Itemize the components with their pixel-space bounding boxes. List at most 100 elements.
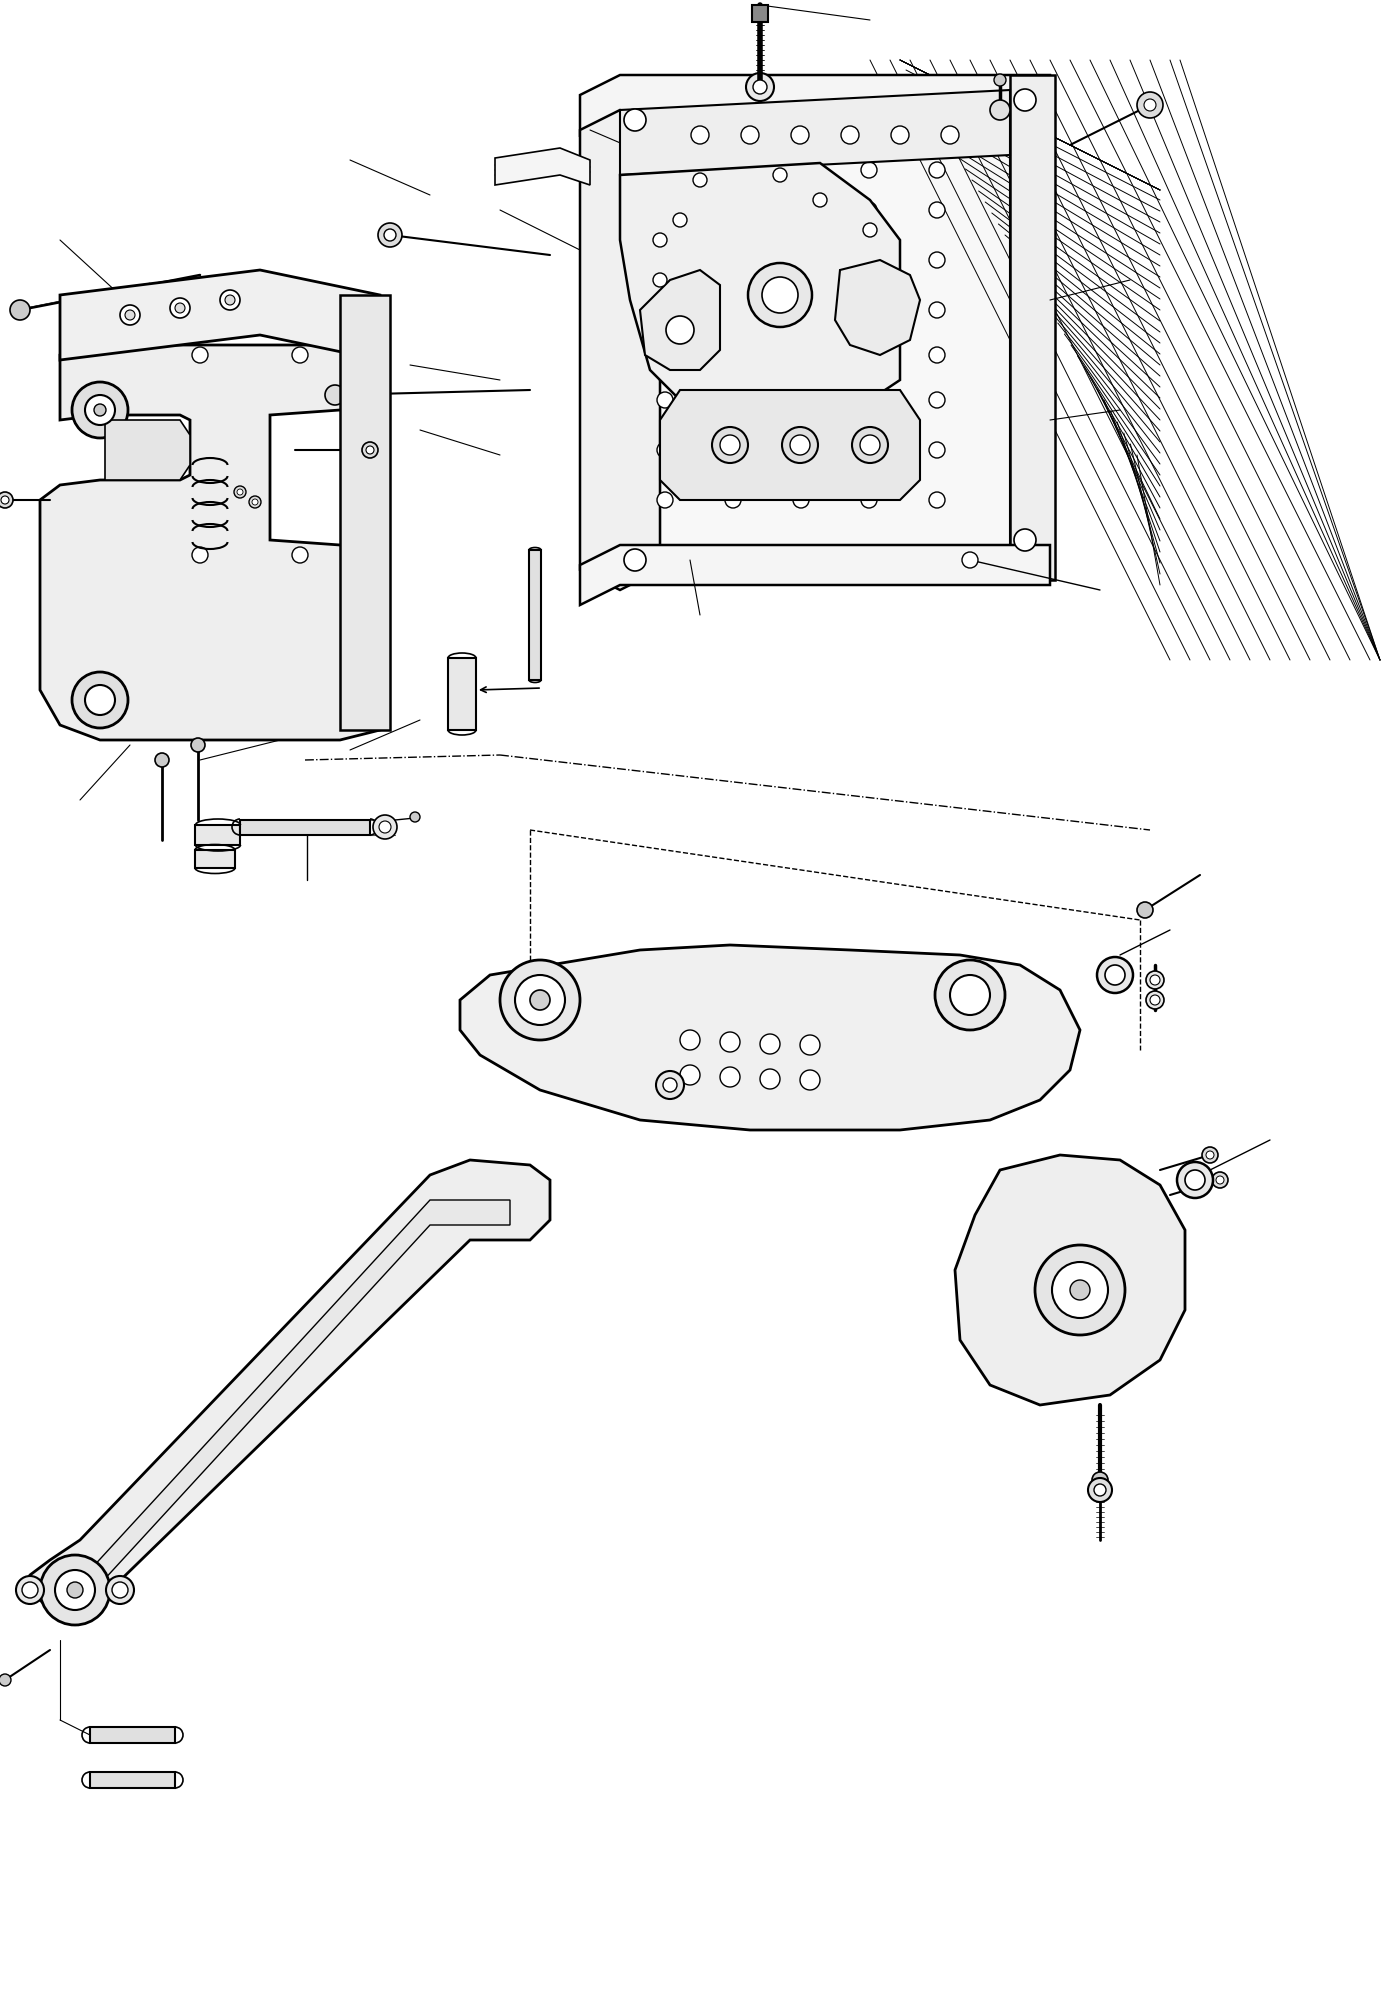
Circle shape <box>169 299 190 319</box>
Circle shape <box>725 347 740 363</box>
Circle shape <box>56 1569 94 1609</box>
Circle shape <box>0 493 13 507</box>
Circle shape <box>929 347 945 363</box>
Polygon shape <box>40 345 381 739</box>
Circle shape <box>657 443 674 459</box>
Circle shape <box>725 162 740 178</box>
Circle shape <box>782 427 818 463</box>
Circle shape <box>192 347 208 363</box>
Circle shape <box>365 447 374 455</box>
Polygon shape <box>460 946 1081 1130</box>
Circle shape <box>861 253 876 269</box>
Circle shape <box>813 192 826 206</box>
Circle shape <box>760 1034 781 1054</box>
Circle shape <box>17 1575 44 1603</box>
Circle shape <box>725 303 740 319</box>
Polygon shape <box>449 657 476 729</box>
Circle shape <box>929 493 945 507</box>
Polygon shape <box>106 421 190 481</box>
Circle shape <box>192 737 206 752</box>
Circle shape <box>725 202 740 218</box>
Circle shape <box>657 347 674 363</box>
Circle shape <box>863 222 876 236</box>
Circle shape <box>1051 1263 1108 1319</box>
Circle shape <box>657 253 674 269</box>
Polygon shape <box>660 391 920 501</box>
Circle shape <box>656 1070 683 1098</box>
Polygon shape <box>619 162 900 431</box>
Circle shape <box>383 228 396 240</box>
Circle shape <box>192 547 208 563</box>
Circle shape <box>624 549 646 571</box>
Circle shape <box>890 126 908 144</box>
Circle shape <box>681 1030 700 1050</box>
Circle shape <box>657 303 674 319</box>
Circle shape <box>725 493 740 507</box>
Circle shape <box>378 222 401 246</box>
Circle shape <box>763 277 799 313</box>
Circle shape <box>1146 972 1164 990</box>
Circle shape <box>85 685 115 715</box>
Circle shape <box>995 74 1006 86</box>
Circle shape <box>72 671 128 727</box>
Circle shape <box>1215 1176 1224 1184</box>
Circle shape <box>746 72 774 100</box>
Circle shape <box>990 100 1010 120</box>
Polygon shape <box>835 261 920 355</box>
Circle shape <box>749 263 813 327</box>
Polygon shape <box>31 1160 550 1615</box>
Polygon shape <box>529 549 540 679</box>
Circle shape <box>1150 996 1160 1004</box>
Polygon shape <box>581 110 660 589</box>
Polygon shape <box>956 1154 1185 1405</box>
Circle shape <box>657 493 674 507</box>
Circle shape <box>292 547 308 563</box>
Circle shape <box>1176 1162 1213 1198</box>
Circle shape <box>219 291 240 311</box>
Circle shape <box>40 1555 110 1625</box>
Circle shape <box>653 232 667 246</box>
Circle shape <box>238 489 243 495</box>
Circle shape <box>851 427 888 463</box>
Circle shape <box>1213 1172 1228 1188</box>
Circle shape <box>410 812 419 822</box>
Circle shape <box>1014 88 1036 110</box>
Circle shape <box>175 303 185 313</box>
Polygon shape <box>60 271 381 361</box>
Circle shape <box>72 383 128 439</box>
Circle shape <box>1106 966 1125 986</box>
Circle shape <box>1035 1244 1125 1335</box>
Circle shape <box>861 347 876 363</box>
Circle shape <box>861 393 876 409</box>
Circle shape <box>800 1070 820 1090</box>
Circle shape <box>929 162 945 178</box>
Circle shape <box>793 493 808 507</box>
Circle shape <box>1206 1150 1214 1158</box>
Circle shape <box>119 305 140 325</box>
Circle shape <box>106 1575 133 1603</box>
Circle shape <box>793 162 808 178</box>
Polygon shape <box>494 148 590 184</box>
Circle shape <box>725 393 740 409</box>
Circle shape <box>657 162 674 178</box>
Circle shape <box>67 1581 83 1597</box>
Polygon shape <box>640 271 720 371</box>
Circle shape <box>1146 992 1164 1008</box>
Circle shape <box>657 202 674 218</box>
Circle shape <box>1150 976 1160 986</box>
Circle shape <box>861 202 876 218</box>
Circle shape <box>249 497 261 507</box>
Circle shape <box>325 385 344 405</box>
Circle shape <box>624 108 646 130</box>
Circle shape <box>674 212 688 226</box>
Circle shape <box>665 317 694 345</box>
Circle shape <box>860 435 881 455</box>
Circle shape <box>861 162 876 178</box>
Circle shape <box>125 311 135 321</box>
Circle shape <box>657 393 674 409</box>
Circle shape <box>793 347 808 363</box>
Circle shape <box>374 816 397 840</box>
Polygon shape <box>240 820 369 836</box>
Polygon shape <box>90 1200 510 1595</box>
Circle shape <box>793 202 808 218</box>
